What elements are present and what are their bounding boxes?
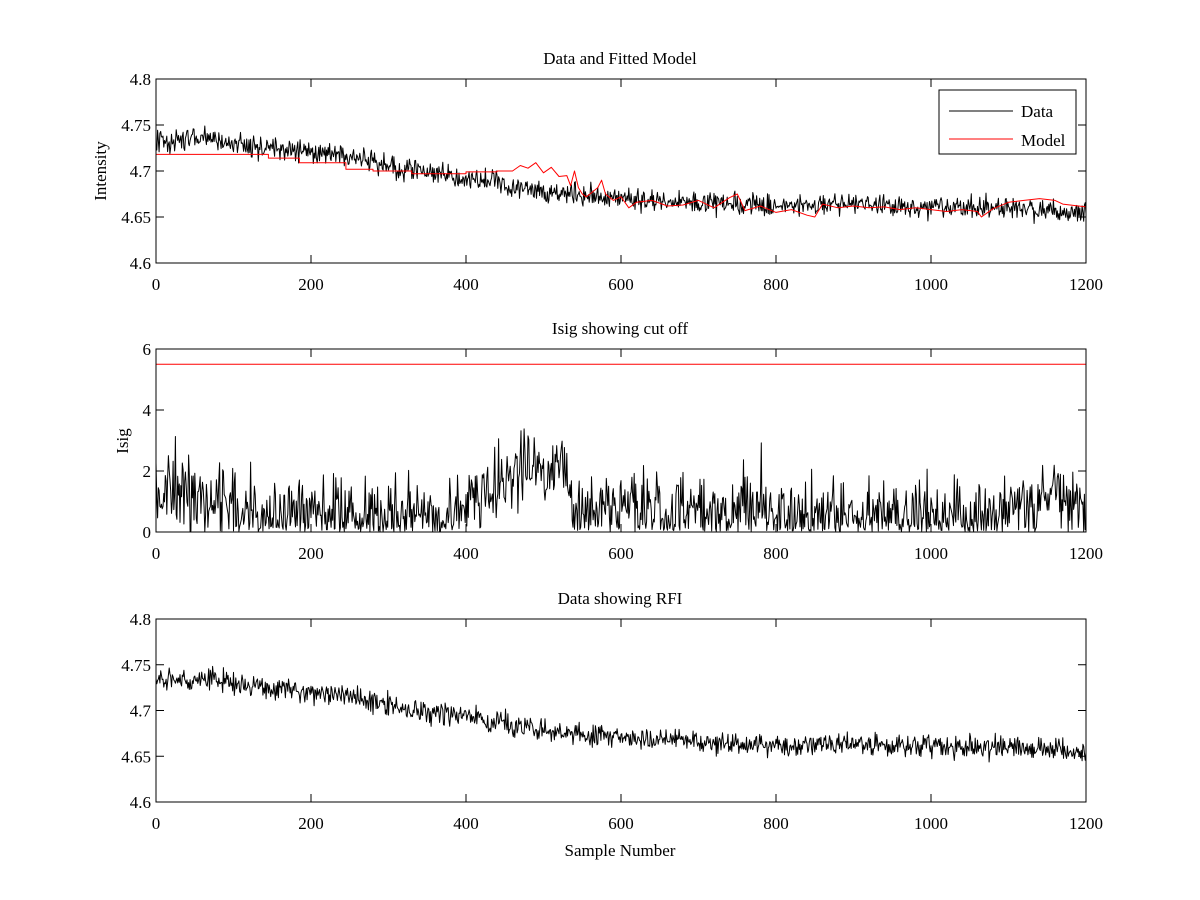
x-tick-label: 1000	[914, 275, 948, 294]
panel-1-plot-area: 0 200 400 600 800 1000 1200 4.6 4.65 4.7 4.75 4.8	[121, 70, 1103, 294]
panel-2-plot-area: 0 200 400 600 800 1000 1200 0 2 4 6	[143, 340, 1104, 563]
panel-isig-cutoff: Isig showing cut off Isig 0 200 400 600 800 1…	[113, 319, 1103, 563]
axes-frame	[155, 618, 1087, 803]
x-tick-label: 800	[763, 814, 789, 833]
x-tick-label: 600	[608, 814, 634, 833]
panel-2-title: Isig showing cut off	[552, 319, 688, 338]
x-tick-label: 0	[152, 275, 161, 294]
axes-frame	[155, 348, 1087, 533]
x-tick-label: 600	[608, 275, 634, 294]
x-tick-label: 1200	[1069, 814, 1103, 833]
panel-data-rfi: Data showing RFI Sample Number 0 200 400 60…	[121, 589, 1103, 860]
x-tick-label: 1000	[914, 814, 948, 833]
y-tick-label: 4.7	[130, 162, 152, 181]
x-tick-label: 0	[152, 814, 161, 833]
x-tick-label: 200	[298, 814, 324, 833]
y-tick-label: 6	[143, 340, 152, 359]
panel-3-title: Data showing RFI	[558, 589, 683, 608]
y-tick-label: 4.7	[130, 702, 152, 721]
legend-label-data: Data	[1021, 102, 1054, 121]
x-tick-label: 1200	[1069, 275, 1103, 294]
y-tick-label: 4.65	[121, 747, 151, 766]
x-tick-label: 800	[763, 544, 789, 563]
series-data-line	[155, 125, 1087, 224]
y-tick-label: 2	[143, 462, 152, 481]
x-tick-label: 600	[608, 544, 634, 563]
y-tick-label: 4	[143, 401, 152, 420]
y-tick-label: 0	[143, 523, 152, 542]
legend-box	[938, 89, 1077, 155]
x-tick-label: 0	[152, 544, 161, 563]
series-model-line	[156, 153, 1087, 218]
panel-1-ylabel: Intensity	[91, 141, 110, 201]
y-tick-label: 4.75	[121, 656, 151, 675]
x-tick-label: 400	[453, 544, 479, 563]
series-isig-line	[155, 428, 1087, 532]
panel-1-title: Data and Fitted Model	[543, 49, 697, 68]
y-tick-label: 4.6	[130, 254, 151, 273]
y-tick-label: 4.75	[121, 116, 151, 135]
x-tick-label: 400	[453, 275, 479, 294]
legend-label-model: Model	[1021, 131, 1066, 150]
y-tick-label: 4.8	[130, 610, 151, 629]
x-tick-label: 1200	[1069, 544, 1103, 563]
y-tick-label: 4.65	[121, 208, 151, 227]
x-tick-label: 400	[453, 814, 479, 833]
x-tick-label: 800	[763, 275, 789, 294]
x-tick-label: 1000	[914, 544, 948, 563]
series-data-line	[155, 665, 1087, 763]
panel-3-xlabel: Sample Number	[565, 841, 676, 860]
x-tick-label: 200	[298, 275, 324, 294]
y-tick-label: 4.8	[130, 70, 151, 89]
panel-data-fitted-model: Data and Fitted Model Intensity 0 200 400 6…	[91, 49, 1103, 294]
panel-3-plot-area: 0 200 400 600 800 1000 1200 4.6 4.65 4.7 4.75 4.8	[121, 610, 1103, 833]
panel-2-ylabel: Isig	[113, 428, 132, 454]
y-tick-label: 4.6	[130, 793, 151, 812]
x-tick-label: 200	[298, 544, 324, 563]
panel-1-legend: Data Model	[938, 89, 1077, 155]
